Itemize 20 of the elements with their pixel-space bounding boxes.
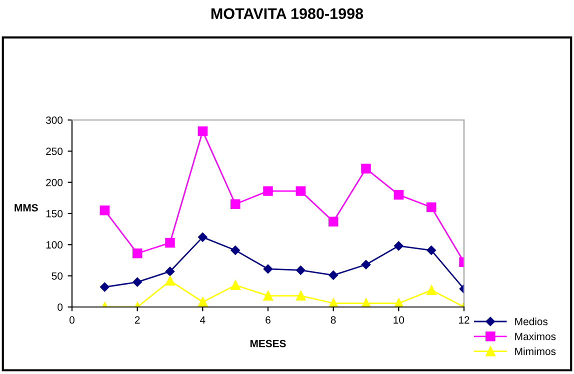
y-axis-title: MMS — [14, 204, 38, 212]
y-tick-label: 100 — [46, 241, 63, 249]
legend-label: Medios — [515, 318, 548, 326]
y-tick-label: 150 — [46, 210, 63, 218]
y-tick-label: 200 — [46, 178, 63, 186]
x-axis-title: MESES — [250, 340, 286, 348]
chart-title: MOTAVITA 1980-1998 — [211, 8, 364, 20]
x-tick-label: 6 — [266, 316, 270, 324]
legend-label: Maximos — [515, 332, 556, 340]
y-tick-label: 250 — [46, 148, 63, 156]
x-tick-label: 0 — [70, 316, 74, 324]
y-tick-label: 300 — [46, 116, 63, 124]
x-tick-label: 4 — [200, 316, 206, 324]
legend-label: Mimimos — [515, 347, 556, 356]
x-tick-label: 10 — [394, 316, 404, 324]
x-tick-label: 2 — [134, 316, 140, 324]
y-tick-label: 0 — [58, 304, 63, 311]
x-tick-label: 8 — [330, 316, 336, 324]
x-tick-label: 12 — [459, 316, 470, 324]
y-tick-label: 50 — [52, 272, 63, 280]
